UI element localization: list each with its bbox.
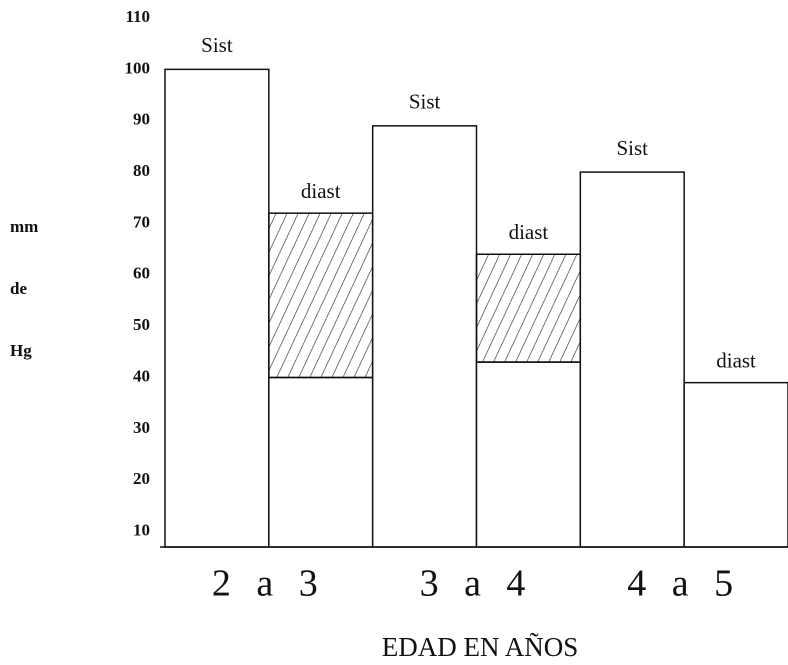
y-tick-label: 110 bbox=[125, 7, 150, 26]
bar bbox=[164, 68, 270, 548]
bar-label: Sist bbox=[409, 90, 441, 114]
bar bbox=[579, 171, 685, 548]
y-axis-label: mm bbox=[10, 217, 38, 236]
bar bbox=[475, 253, 582, 363]
bar-label: diast bbox=[716, 348, 756, 372]
bar bbox=[371, 125, 478, 548]
bar-base bbox=[268, 376, 374, 548]
x-tick-label: 3 a 4 bbox=[420, 563, 534, 605]
y-tick-label: 90 bbox=[133, 110, 150, 129]
y-tick-label: 70 bbox=[133, 212, 150, 231]
bar-label: diast bbox=[301, 179, 341, 203]
y-tick-label: 20 bbox=[133, 469, 150, 488]
bar-base bbox=[683, 381, 788, 548]
y-tick-label: 100 bbox=[125, 58, 151, 77]
bar bbox=[268, 212, 374, 379]
y-tick-label: 30 bbox=[133, 418, 150, 437]
y-tick-label: 40 bbox=[133, 366, 150, 385]
x-tick-label: 4 a 5 bbox=[627, 563, 741, 605]
bar-label: diast bbox=[509, 220, 549, 244]
x-tick-label: 2 a 3 bbox=[212, 563, 326, 605]
bar-label: Sist bbox=[201, 33, 233, 57]
y-axis-label: de bbox=[10, 279, 27, 298]
y-axis-label: Hg bbox=[10, 341, 32, 360]
bar-base bbox=[475, 361, 582, 548]
x-axis-label: EDAD EN AÑOS bbox=[382, 632, 579, 662]
y-tick-label: 50 bbox=[133, 315, 150, 334]
y-tick-label: 80 bbox=[133, 161, 150, 180]
y-tick-label: 10 bbox=[133, 520, 150, 539]
bar-label: Sist bbox=[616, 136, 648, 160]
y-tick-label: 60 bbox=[133, 264, 150, 283]
